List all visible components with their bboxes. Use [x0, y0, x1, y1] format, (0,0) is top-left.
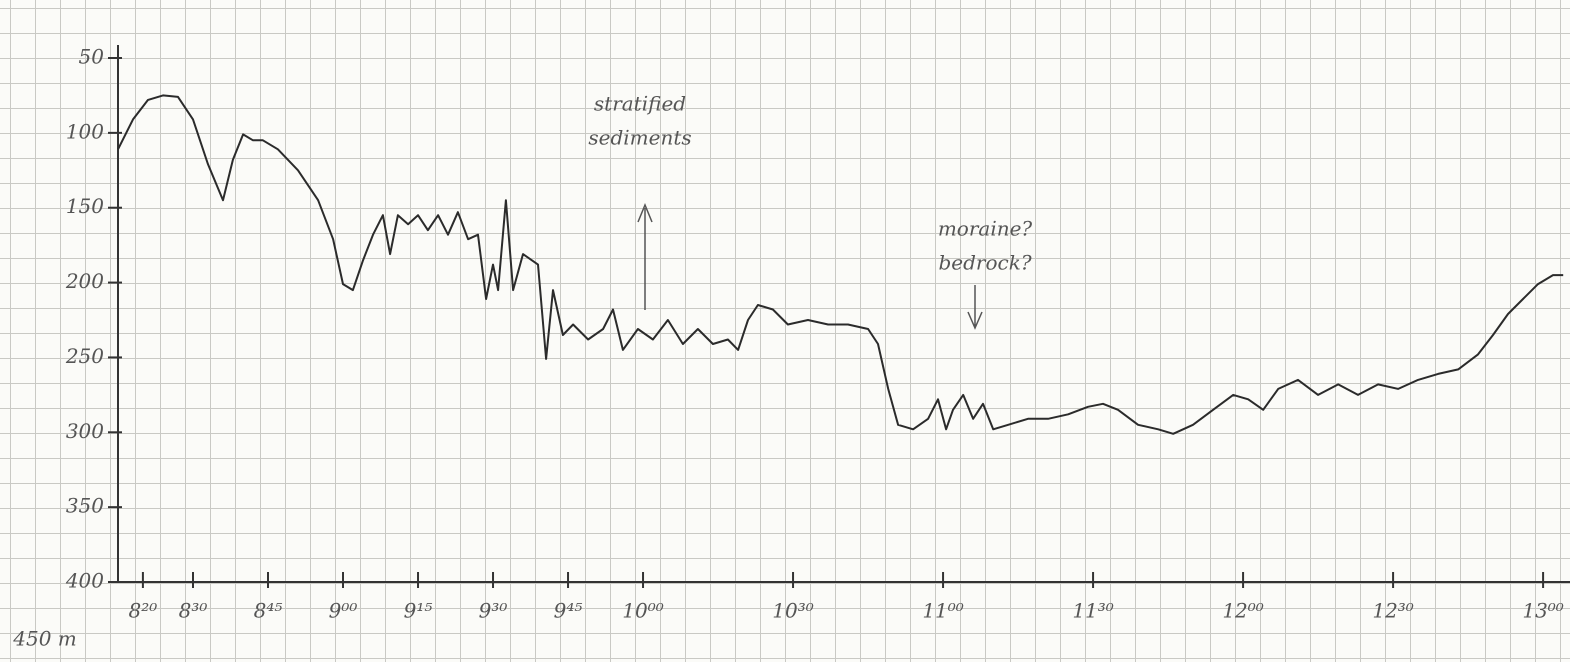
y-tick-label: 150 — [66, 194, 104, 218]
x-tick-label: 9³⁰ — [479, 599, 508, 623]
annotation: bedrock? — [938, 251, 1031, 275]
y-tick-label: 350 — [66, 494, 104, 518]
x-tick-label: 8²⁰ — [129, 599, 158, 623]
x-tick-label: 11³⁰ — [1072, 599, 1113, 623]
x-tick-label: 9⁴⁵ — [554, 599, 583, 623]
annotation: 450 m — [12, 627, 77, 651]
arrow — [967, 285, 983, 330]
y-tick-label: 200 — [65, 269, 104, 293]
x-tick-label: 9¹⁵ — [404, 599, 433, 623]
annotation: moraine? — [938, 217, 1033, 241]
x-tick-label: 8³⁰ — [179, 599, 208, 623]
y-tick-label: 50 — [79, 45, 105, 69]
annotation: stratified — [594, 92, 686, 116]
x-tick-label: 10⁰⁰ — [622, 599, 663, 623]
x-tick-label: 11⁰⁰ — [922, 599, 963, 623]
y-tick-label: 100 — [66, 119, 104, 143]
y-tick-label: 250 — [65, 344, 104, 368]
data-line — [117, 94, 1564, 435]
x-tick-label: 10³⁰ — [772, 599, 813, 623]
y-tick-label: 300 — [66, 419, 104, 443]
x-tick-label: 12⁰⁰ — [1222, 599, 1263, 623]
x-tick-label: 8⁴⁵ — [254, 599, 283, 623]
x-tick-label: 13⁰⁰ — [1522, 599, 1563, 623]
y-tick-label: 400 — [65, 569, 104, 593]
x-tick-label: 12³⁰ — [1372, 599, 1413, 623]
arrow — [637, 203, 653, 310]
x-tick-label: 9⁰⁰ — [329, 599, 358, 623]
annotation: sediments — [588, 126, 691, 150]
